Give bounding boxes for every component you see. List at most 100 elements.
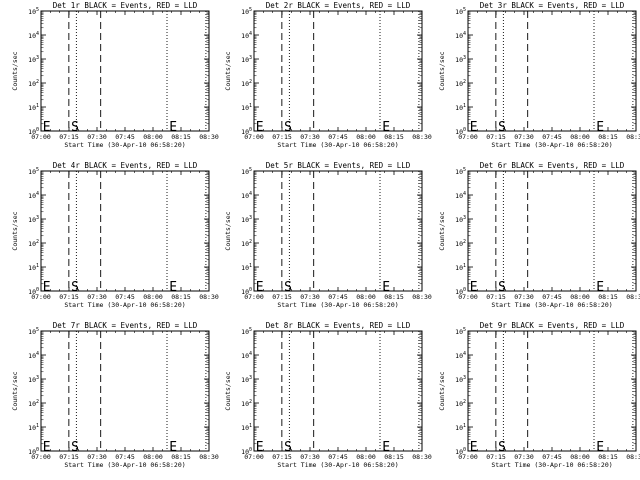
plot-frame	[40, 330, 210, 452]
x-tick-label: 08:30	[412, 293, 432, 301]
x-tick-label: 07:45	[328, 293, 348, 301]
x-tick-label: 07:30	[87, 293, 107, 301]
y-tick-label: 102	[28, 79, 39, 88]
panel-4: Det 4r BLACK = Events, RED = LLD 07:00 07:…	[11, 161, 219, 309]
x-tick-label: 08:15	[384, 293, 404, 301]
y-tick-label: 103	[241, 215, 252, 224]
x-tick-label: 07:00	[458, 293, 478, 301]
x-tick-label: 08:30	[199, 293, 219, 301]
y-tick-label: 104	[241, 191, 252, 200]
y-tick-label: 102	[241, 239, 252, 248]
y-tick-label: 100	[455, 287, 466, 296]
y-axis-label: Counts/sec	[438, 51, 446, 90]
x-axis-label: Start Time (30-Apr-10 06:58:20)	[491, 301, 612, 309]
panel-title: Det 3r BLACK = Events, RED = LLD	[480, 1, 625, 10]
marker-S: S	[284, 440, 292, 455]
x-tick-label: 07:15	[59, 133, 79, 141]
y-tick-label: 100	[241, 447, 252, 456]
marker-E: E	[470, 280, 478, 295]
plot-frame	[40, 170, 210, 292]
x-axis-label: Start Time (30-Apr-10 06:58:20)	[277, 301, 398, 309]
marker-E: E	[256, 120, 264, 135]
y-tick-label: 104	[241, 31, 252, 40]
x-tick-label: 07:00	[31, 133, 51, 141]
marker-E: E	[470, 440, 478, 455]
x-axis-label: Start Time (30-Apr-10 06:58:20)	[277, 461, 398, 469]
x-axis-label: Start Time (30-Apr-10 06:58:20)	[64, 461, 185, 469]
marker-E: E	[382, 120, 390, 135]
x-tick-label: 08:00	[356, 293, 376, 301]
y-tick-label: 100	[455, 127, 466, 136]
marker-S: S	[498, 280, 506, 295]
panel-title: Det 9r BLACK = Events, RED = LLD	[480, 321, 625, 330]
plot-frame	[253, 330, 423, 452]
x-tick-label: 07:15	[272, 133, 292, 141]
y-tick-label: 105	[28, 327, 39, 336]
marker-S: S	[71, 440, 79, 455]
x-tick-label: 08:30	[412, 133, 432, 141]
y-tick-label: 103	[455, 55, 466, 64]
marker-E: E	[382, 440, 390, 455]
x-tick-label: 08:00	[143, 453, 163, 461]
y-tick-label: 101	[28, 423, 39, 432]
x-tick-label: 07:15	[59, 453, 79, 461]
x-tick-label: 07:30	[514, 133, 534, 141]
plot-frame	[253, 170, 423, 292]
y-tick-label: 101	[241, 423, 252, 432]
y-tick-label: 100	[28, 447, 39, 456]
marker-E: E	[169, 280, 177, 295]
y-axis-label: Counts/sec	[224, 371, 232, 410]
plot-frame	[40, 10, 210, 132]
x-tick-label: 08:00	[356, 133, 376, 141]
y-axis-label: Counts/sec	[438, 211, 446, 250]
y-tick-label: 105	[28, 167, 39, 176]
x-tick-label: 07:30	[300, 453, 320, 461]
x-axis-label: Start Time (30-Apr-10 06:58:20)	[64, 301, 185, 309]
x-tick-label: 08:00	[143, 293, 163, 301]
x-tick-label: 07:00	[458, 133, 478, 141]
y-tick-label: 101	[28, 263, 39, 272]
x-tick-label: 08:30	[626, 453, 640, 461]
marker-E: E	[43, 280, 51, 295]
x-tick-label: 08:30	[199, 133, 219, 141]
marker-S: S	[498, 120, 506, 135]
x-tick-label: 07:15	[486, 453, 506, 461]
y-tick-label: 105	[28, 7, 39, 16]
panel-5: Det 5r BLACK = Events, RED = LLD 07:00 07:…	[224, 161, 432, 309]
x-tick-label: 07:00	[244, 293, 264, 301]
panel-3: Det 3r BLACK = Events, RED = LLD 07:00 07:…	[438, 1, 640, 149]
x-tick-label: 07:15	[486, 293, 506, 301]
marker-E: E	[382, 280, 390, 295]
x-tick-label: 07:00	[244, 453, 264, 461]
x-tick-label: 08:15	[598, 293, 618, 301]
y-axis-label: Counts/sec	[224, 51, 232, 90]
y-tick-label: 102	[241, 399, 252, 408]
marker-E: E	[43, 120, 51, 135]
marker-S: S	[284, 120, 292, 135]
panel-6: Det 6r BLACK = Events, RED = LLD 07:00 07:…	[438, 161, 640, 309]
x-tick-label: 07:30	[87, 133, 107, 141]
marker-E: E	[596, 280, 604, 295]
marker-E: E	[169, 440, 177, 455]
x-tick-label: 08:00	[570, 453, 590, 461]
y-axis-label: Counts/sec	[11, 371, 19, 410]
x-tick-label: 07:30	[300, 133, 320, 141]
x-tick-label: 07:30	[514, 293, 534, 301]
x-tick-label: 07:00	[31, 293, 51, 301]
panel-9: Det 9r BLACK = Events, RED = LLD 07:00 07:…	[438, 321, 640, 469]
marker-E: E	[169, 120, 177, 135]
panel-title: Det 5r BLACK = Events, RED = LLD	[266, 161, 411, 170]
marker-E: E	[43, 440, 51, 455]
x-tick-label: 07:30	[87, 453, 107, 461]
x-tick-label: 07:15	[272, 293, 292, 301]
y-tick-label: 102	[241, 79, 252, 88]
x-tick-label: 07:45	[115, 453, 135, 461]
marker-S: S	[284, 280, 292, 295]
y-axis-label: Counts/sec	[438, 371, 446, 410]
x-tick-label: 08:15	[171, 133, 191, 141]
plot-frame	[467, 330, 637, 452]
y-tick-label: 102	[455, 239, 466, 248]
y-tick-label: 103	[28, 375, 39, 384]
x-tick-label: 07:45	[115, 293, 135, 301]
